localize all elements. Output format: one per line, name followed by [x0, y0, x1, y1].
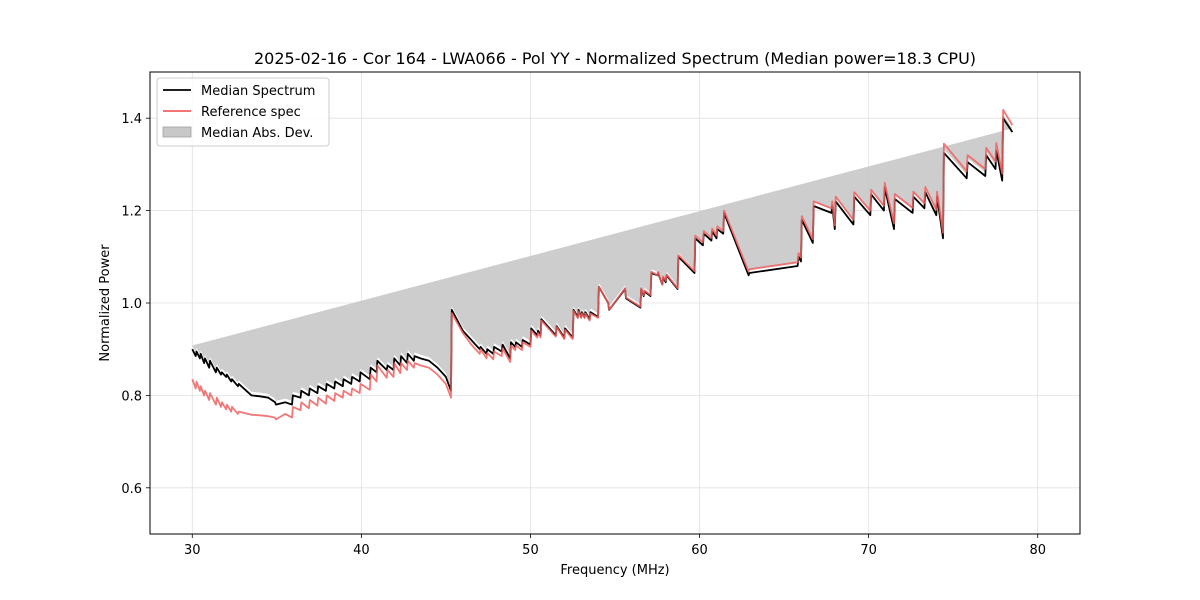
x-axis-label: Frequency (MHz)	[560, 563, 669, 578]
legend: Median Spectrum Reference spec Median Ab…	[156, 77, 330, 147]
y-axis-label: Normalized Power	[98, 244, 113, 362]
x-tick-label: 50	[522, 543, 539, 558]
x-tick-label: 40	[353, 543, 370, 558]
legend-label-median-spectrum: Median Spectrum	[201, 84, 315, 99]
x-tick-label: 80	[1029, 543, 1046, 558]
y-axis: 0.6 0.8 1.0 1.2 1.4	[121, 112, 150, 497]
y-tick-label: 0.6	[121, 482, 142, 497]
x-tick-label: 70	[860, 543, 877, 558]
median-spectrum-line	[191, 117, 1014, 406]
x-axis: 30 40 50 60 70 80	[184, 534, 1046, 558]
plot-area	[191, 109, 1014, 421]
reference-spec-line	[191, 109, 1014, 421]
y-tick-label: 1.2	[121, 205, 142, 220]
legend-label-median-abs-dev: Median Abs. Dev.	[201, 126, 313, 141]
legend-box	[156, 77, 330, 147]
legend-swatch-median-abs-dev	[162, 126, 192, 138]
y-tick-label: 1.4	[121, 112, 142, 127]
y-tick-label: 0.8	[121, 389, 142, 404]
chart-title: 2025-02-16 - Cor 164 - LWA066 - Pol YY -…	[254, 49, 976, 68]
x-tick-label: 60	[691, 543, 708, 558]
legend-label-reference-spec: Reference spec	[201, 105, 301, 120]
x-tick-label: 30	[184, 543, 201, 558]
y-tick-label: 1.0	[121, 297, 142, 312]
median-abs-dev-band	[192, 114, 1013, 401]
